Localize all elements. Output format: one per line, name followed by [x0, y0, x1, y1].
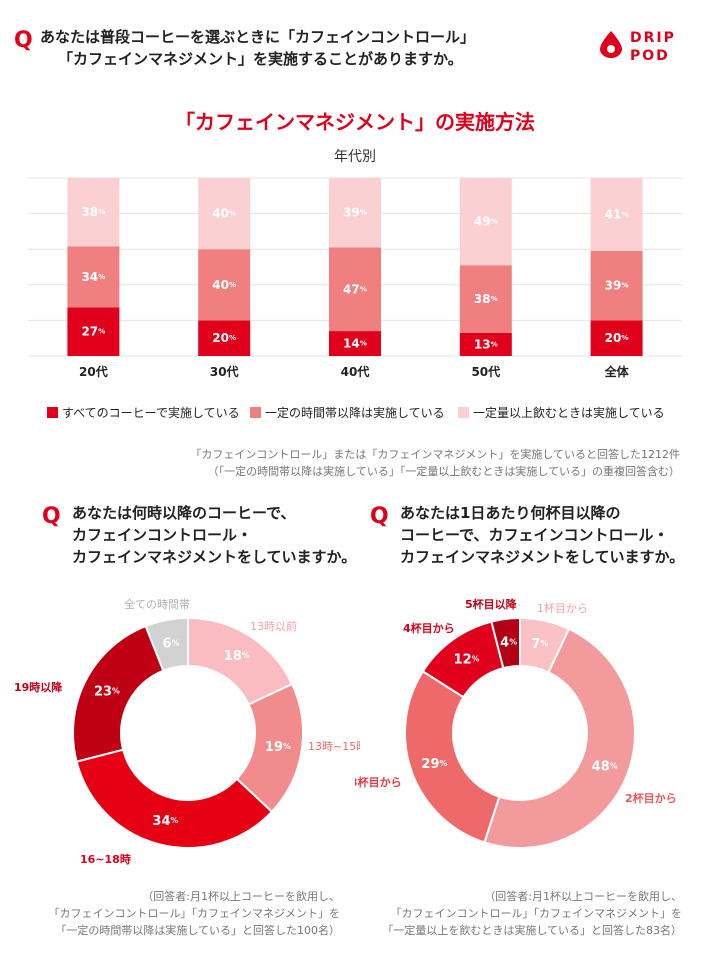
donut-slice — [404, 669, 501, 844]
legend-swatch-mid — [250, 407, 261, 418]
bar-segment — [459, 265, 512, 333]
bar-value-label: 13% — [474, 337, 498, 351]
bar-segment — [329, 178, 381, 248]
legend-item-amount: 一定量以上飲むときは実施している — [458, 404, 665, 421]
donut-value-label: 48% — [592, 759, 618, 774]
left-note-line3: 「一定の時間帯以降は実施している」と回答した100名） — [55, 924, 340, 937]
bar-value-label: 39% — [343, 205, 367, 219]
bar-segment — [198, 249, 251, 321]
slice-category-label: 19時以降 — [14, 680, 63, 694]
legend-item-time: 一定の時間帯以降は実施している — [250, 404, 445, 421]
legend-swatch-dark — [47, 407, 58, 418]
bar-segment — [459, 332, 512, 356]
category-tick-label: 40代 — [341, 364, 370, 379]
bar-segment — [198, 320, 251, 356]
right-question-line2: コーヒーで、カフェインコントロール・ — [400, 526, 669, 544]
time-donut-chart: 18% 13時以前 19% 13時~15時 34% 16~18時 23% 19時以降 6% 全ての… — [14, 597, 360, 866]
bar-value-label: 14% — [343, 336, 367, 350]
slice-category-label: 5杯目以降 — [465, 597, 518, 611]
left-question-line2: カフェインコントロール・ — [72, 526, 253, 544]
category-tick-label: 20代 — [79, 364, 108, 379]
slice-category-label: 16~18時 — [80, 852, 131, 866]
bar-segment — [329, 331, 381, 356]
slice-category-label: 全ての時間帯 — [124, 597, 190, 611]
bar-note-line2: （「一定の時間帯以降は実施している」「一定量以上飲むときは実施している」の重複回… — [207, 465, 680, 478]
bar-value-label: 27% — [81, 324, 105, 338]
bar-value-label: 38% — [474, 292, 498, 306]
donut-value-label: 7% — [531, 637, 548, 652]
right-note: （回答者:月1杯以上コーヒーを飲用し、 「カフェインコントロール」「カフェインマ… — [382, 888, 682, 939]
donut-value-label: 29% — [421, 756, 447, 771]
donut-value-label: 4% — [500, 635, 517, 650]
bar-chart-subtitle: 年代別 — [334, 149, 376, 165]
bar-value-label: 39% — [605, 278, 629, 292]
right-question-line1: あなたは1日あたり何杯目以降の — [400, 504, 621, 522]
right-note-line2: 「カフェインコントロール」「カフェインマネジメント」を — [390, 907, 683, 920]
legend-swatch-light — [458, 407, 469, 418]
bar-segment — [590, 250, 643, 321]
bar-value-label: 20% — [212, 331, 236, 345]
bar-segment — [590, 320, 643, 356]
drop-icon — [600, 31, 622, 58]
bar-value-label: 40% — [212, 277, 236, 291]
donut-slice — [490, 616, 521, 670]
slice-category-label: 13時~15時 — [308, 740, 360, 753]
question-mark: Q — [42, 504, 61, 529]
main-question-line1: あなたは普段コーヒーを選ぶときに「カフェインコントロール」 — [40, 28, 476, 46]
bar-segment — [329, 247, 381, 332]
bar-value-label: 38% — [81, 205, 105, 219]
bar-value-label: 20% — [605, 331, 629, 345]
main-question-line2: 「カフェインマネジメント」を実施することがありますか。 — [58, 50, 463, 68]
slice-category-label: 2杯目から — [625, 791, 677, 805]
bar-value-label: 47% — [343, 282, 367, 296]
donut-slice — [75, 748, 274, 849]
donut-value-label: 23% — [94, 684, 120, 699]
legend-label: 一定量以上飲むときは実施している — [473, 406, 665, 420]
bar-segment — [198, 178, 251, 250]
right-note-line1: （回答者:月1杯以上コーヒーを飲用し、 — [484, 890, 682, 903]
drip-pod-logo: DRIP POD — [598, 26, 698, 66]
brand-line1: DRIP — [630, 30, 676, 46]
slice-category-label: 4杯目から — [403, 621, 455, 635]
bar-segment — [590, 178, 643, 251]
left-question-line3: カフェインマネジメントをしていますか。 — [72, 548, 357, 566]
legend-item-all: すべてのコーヒーで実施している — [47, 404, 240, 421]
category-tick-label: 全体 — [604, 364, 630, 379]
left-question-line1: あなたは何時以降のコーヒーで、 — [72, 504, 296, 522]
bar-note-line1: 「カフェインコントロール」または「カフェインマネジメント」を実施していると回答し… — [190, 448, 680, 461]
donut-slice — [483, 627, 636, 850]
category-tick-label: 30代 — [210, 364, 239, 379]
brand-line2: POD — [630, 48, 670, 64]
donut-slice — [144, 616, 189, 673]
left-note-line1: （回答者:月1杯以上コーヒーを飲用し、 — [142, 890, 340, 903]
slice-category-label: 1杯目から — [537, 601, 588, 615]
bar-value-label: 49% — [474, 214, 498, 228]
cups-donut-chart: 7% 1杯目から 48% 2杯目から 29% 3杯目から 12% 4杯目から 4% 5杯目以降 — [355, 597, 677, 850]
slice-category-label: 13時以前 — [250, 619, 297, 633]
stacked-bar-chart: 27% 34% 38% 20代 20% 40% 40% 30代 14% 47% 39% 40代 13% 3… — [28, 177, 682, 379]
donut-value-label: 18% — [224, 649, 250, 664]
right-note-line3: 「一定量以上を飲むときは実施している」と回答した83名） — [382, 924, 682, 937]
left-note-line2: 「カフェインコントロール」「カフェインマネジメント」を — [48, 907, 341, 920]
bar-value-label: 40% — [212, 206, 236, 220]
legend-label: 一定の時間帯以降は実施している — [265, 406, 445, 420]
question-mark: Q — [370, 504, 389, 529]
bar-segment — [67, 178, 120, 247]
donut-value-label: 19% — [265, 740, 291, 755]
legend-label: すべてのコーヒーで実施している — [62, 406, 240, 420]
left-note: （回答者:月1杯以上コーヒーを飲用し、 「カフェインコントロール」「カフェインマ… — [49, 888, 341, 939]
slice-category-label: 3杯目から — [355, 775, 402, 789]
bar-chart-title: 「カフェインマネジメント」の実施方法 — [175, 110, 535, 134]
bar-segment — [459, 178, 512, 266]
right-question-line3: カフェインマネジメントをしていますか。 — [400, 548, 685, 566]
question-mark: Q — [14, 28, 33, 53]
donut-value-label: 12% — [454, 652, 480, 667]
donut-value-label: 6% — [163, 636, 180, 651]
bar-segment — [67, 307, 120, 356]
category-tick-label: 50代 — [471, 364, 500, 379]
bar-value-label: 34% — [81, 269, 105, 283]
bar-segment — [67, 246, 120, 308]
donut-value-label: 34% — [152, 814, 178, 829]
bar-value-label: 41% — [605, 207, 629, 221]
